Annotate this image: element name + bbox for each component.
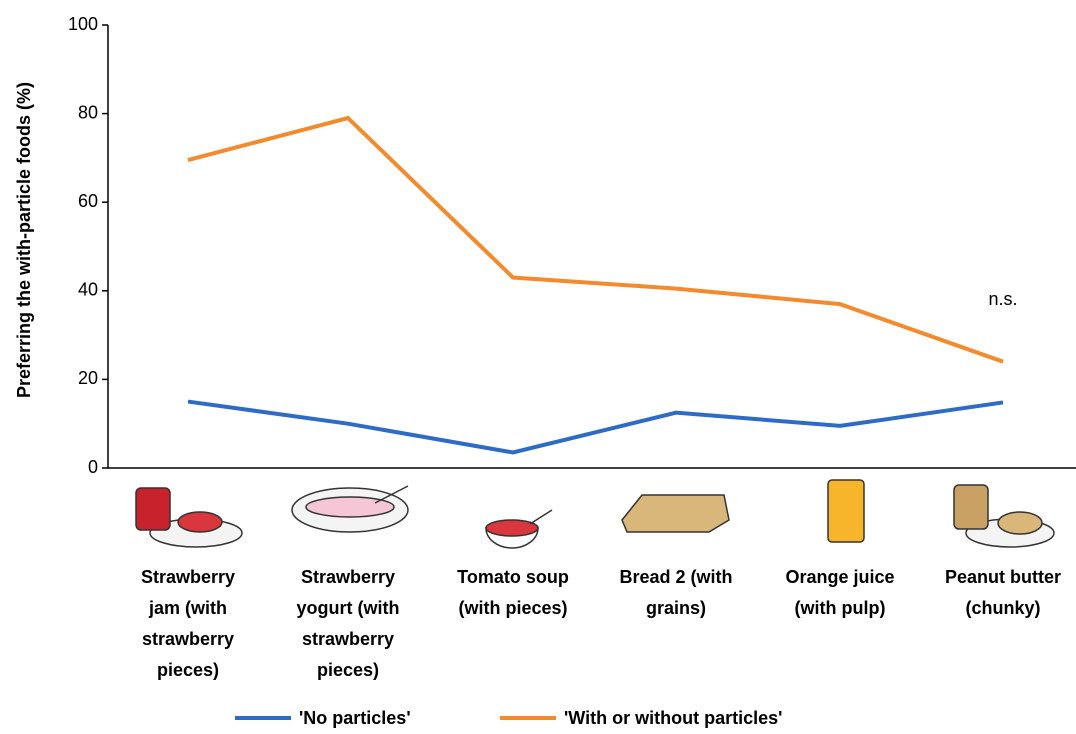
- series-line: [188, 118, 1003, 362]
- y-tick-label: 100: [68, 14, 98, 34]
- chart: Preferring the with-particle foods (%) 0…: [0, 0, 1076, 734]
- y-tick-label: 40: [78, 280, 98, 300]
- x-tick-label: Tomato soup(with pieces): [457, 567, 569, 618]
- y-tick-label: 80: [78, 102, 98, 122]
- y-tick-label: 60: [78, 191, 98, 211]
- legend-label: 'No particles': [299, 708, 411, 728]
- y-axis-label: Preferring the with-particle foods (%): [14, 82, 34, 398]
- legend-label: 'With or without particles': [564, 708, 782, 728]
- x-tick-label: Orange juice(with pulp): [785, 567, 894, 618]
- series-line: [188, 402, 1003, 453]
- x-tick-label: Peanut butter(chunky): [945, 567, 1061, 618]
- y-tick-label: 0: [88, 457, 98, 477]
- food-icons: [136, 480, 1054, 548]
- y-tick-label: 20: [78, 368, 98, 388]
- annotation: n.s.: [988, 289, 1017, 309]
